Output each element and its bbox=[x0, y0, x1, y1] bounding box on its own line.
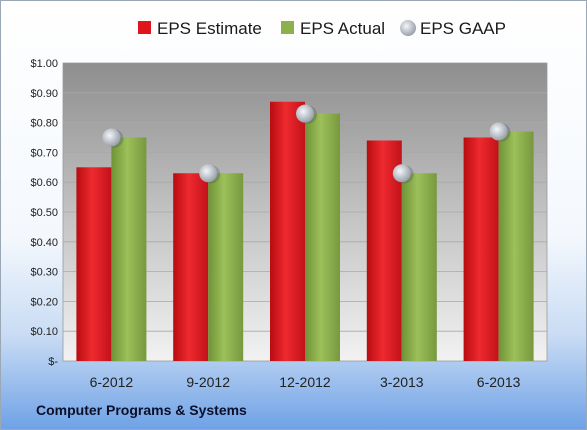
bar-eps-actual bbox=[305, 113, 340, 361]
y-tick-label: $0.90 bbox=[30, 88, 58, 100]
gaap-marker bbox=[102, 128, 121, 147]
x-tick-label: 6-2012 bbox=[90, 374, 134, 390]
legend-swatch bbox=[400, 20, 416, 36]
legend-label: EPS Actual bbox=[300, 19, 385, 38]
y-tick-label: $0.50 bbox=[30, 207, 58, 219]
y-tick-label: $0.70 bbox=[30, 147, 58, 159]
x-axis-ticks: 6-2012 9-2012 12-2012 3-2013 6-2013 bbox=[90, 374, 521, 390]
bar-eps-estimate bbox=[173, 173, 209, 361]
gaap-marker bbox=[489, 122, 508, 141]
x-tick-label: 6-2013 bbox=[477, 374, 521, 390]
x-tick-label: 9-2012 bbox=[186, 374, 230, 390]
legend-label: EPS GAAP bbox=[420, 19, 506, 38]
gaap-marker bbox=[392, 164, 411, 183]
x-tick-label: 12-2012 bbox=[279, 374, 331, 390]
bar-eps-actual bbox=[208, 173, 244, 361]
y-tick-label: $0.80 bbox=[30, 118, 58, 130]
legend-label: EPS Estimate bbox=[157, 19, 262, 38]
legend-swatch bbox=[281, 21, 294, 34]
y-tick-label: $0.30 bbox=[30, 267, 58, 279]
gaap-marker bbox=[296, 104, 314, 123]
bars bbox=[76, 101, 534, 362]
bar-eps-actual bbox=[401, 173, 437, 361]
gaap-markers bbox=[102, 104, 511, 184]
y-tick-label: $0.20 bbox=[30, 296, 58, 308]
gaap-marker bbox=[199, 164, 218, 183]
bar-eps-estimate bbox=[463, 137, 499, 361]
y-axis-ticks: $- $0.10 $0.20 $0.30 $0.40 $0.50 $0.60 $0.70 $0.… bbox=[30, 58, 58, 368]
company-name: Computer Programs & Systems bbox=[36, 402, 247, 418]
legend-swatch bbox=[138, 21, 151, 34]
bar-eps-actual bbox=[498, 131, 534, 361]
bar-eps-actual bbox=[111, 137, 147, 361]
legend: EPS Estimate EPS Actual EPS GAAP bbox=[138, 19, 506, 38]
y-tick-label: $- bbox=[48, 356, 58, 368]
bar-eps-estimate bbox=[270, 101, 305, 362]
y-tick-label: $0.40 bbox=[30, 237, 58, 249]
y-tick-label: $0.10 bbox=[30, 326, 58, 338]
x-tick-label: 3-2013 bbox=[380, 374, 424, 390]
y-tick-label: $1.00 bbox=[30, 58, 58, 70]
bar-eps-estimate bbox=[76, 167, 112, 361]
y-tick-label: $0.60 bbox=[30, 177, 58, 189]
